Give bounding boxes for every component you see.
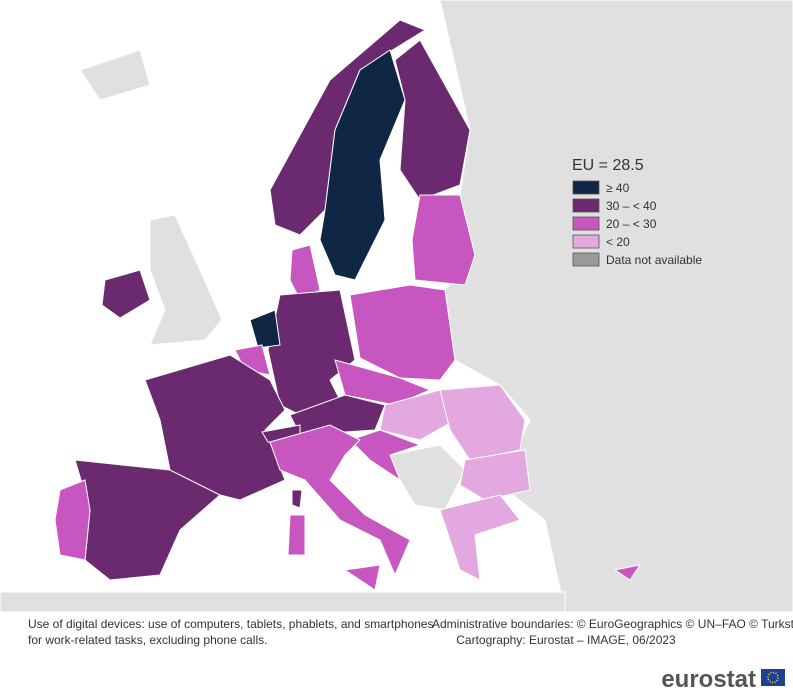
- eu-flag-stars: [767, 671, 779, 684]
- cyprus: [613, 564, 642, 581]
- legend-label: 30 – < 40: [606, 199, 657, 213]
- description-line: Use of digital devices: use of computers…: [28, 617, 434, 631]
- ireland: [101, 269, 151, 319]
- poland: [349, 284, 456, 381]
- baltic-states: [411, 194, 476, 286]
- legend-swatch: [572, 234, 600, 249]
- legend-label: ≥ 40: [606, 181, 630, 195]
- credits-line: Cartography: Eurostat – IMAGE, 06/2023: [456, 633, 676, 647]
- bulgaria: [459, 449, 531, 501]
- eu-flag: [761, 669, 785, 686]
- legend-swatch: [572, 252, 600, 267]
- netherlands: [249, 309, 281, 349]
- legend-swatch: [572, 198, 600, 213]
- sicily: [343, 564, 381, 591]
- map: [0, 0, 793, 613]
- romania: [439, 384, 526, 461]
- sardinia: [287, 514, 306, 556]
- italy: [269, 424, 411, 577]
- iceland: [79, 49, 151, 101]
- hungary: [379, 389, 456, 441]
- legend-swatch: [572, 216, 600, 231]
- north-africa: [0, 591, 566, 613]
- greece: [439, 494, 521, 581]
- legend-swatch: [572, 180, 600, 195]
- legend-label: Data not available: [606, 253, 702, 267]
- legend-label: 20 – < 30: [606, 217, 657, 231]
- logo-text: eurostat: [661, 666, 756, 693]
- sweden: [319, 49, 406, 281]
- slovenia-croatia: [349, 429, 422, 482]
- finland: [394, 39, 471, 201]
- legend-label: < 20: [606, 235, 630, 249]
- description-line: for work-related tasks, excluding phone …: [28, 633, 267, 647]
- legend-title: EU = 28.5: [572, 157, 644, 174]
- france: [144, 354, 286, 501]
- corsica: [291, 489, 303, 509]
- united-kingdom: [149, 214, 223, 346]
- western-balkans: [389, 444, 466, 511]
- legend: EU = 28.5 ≥ 40 30 – < 40 20 – < 30 < 20 Data…: [572, 157, 702, 267]
- portugal: [54, 479, 91, 561]
- credits-line: Administrative boundaries: © EuroGeograp…: [432, 617, 793, 631]
